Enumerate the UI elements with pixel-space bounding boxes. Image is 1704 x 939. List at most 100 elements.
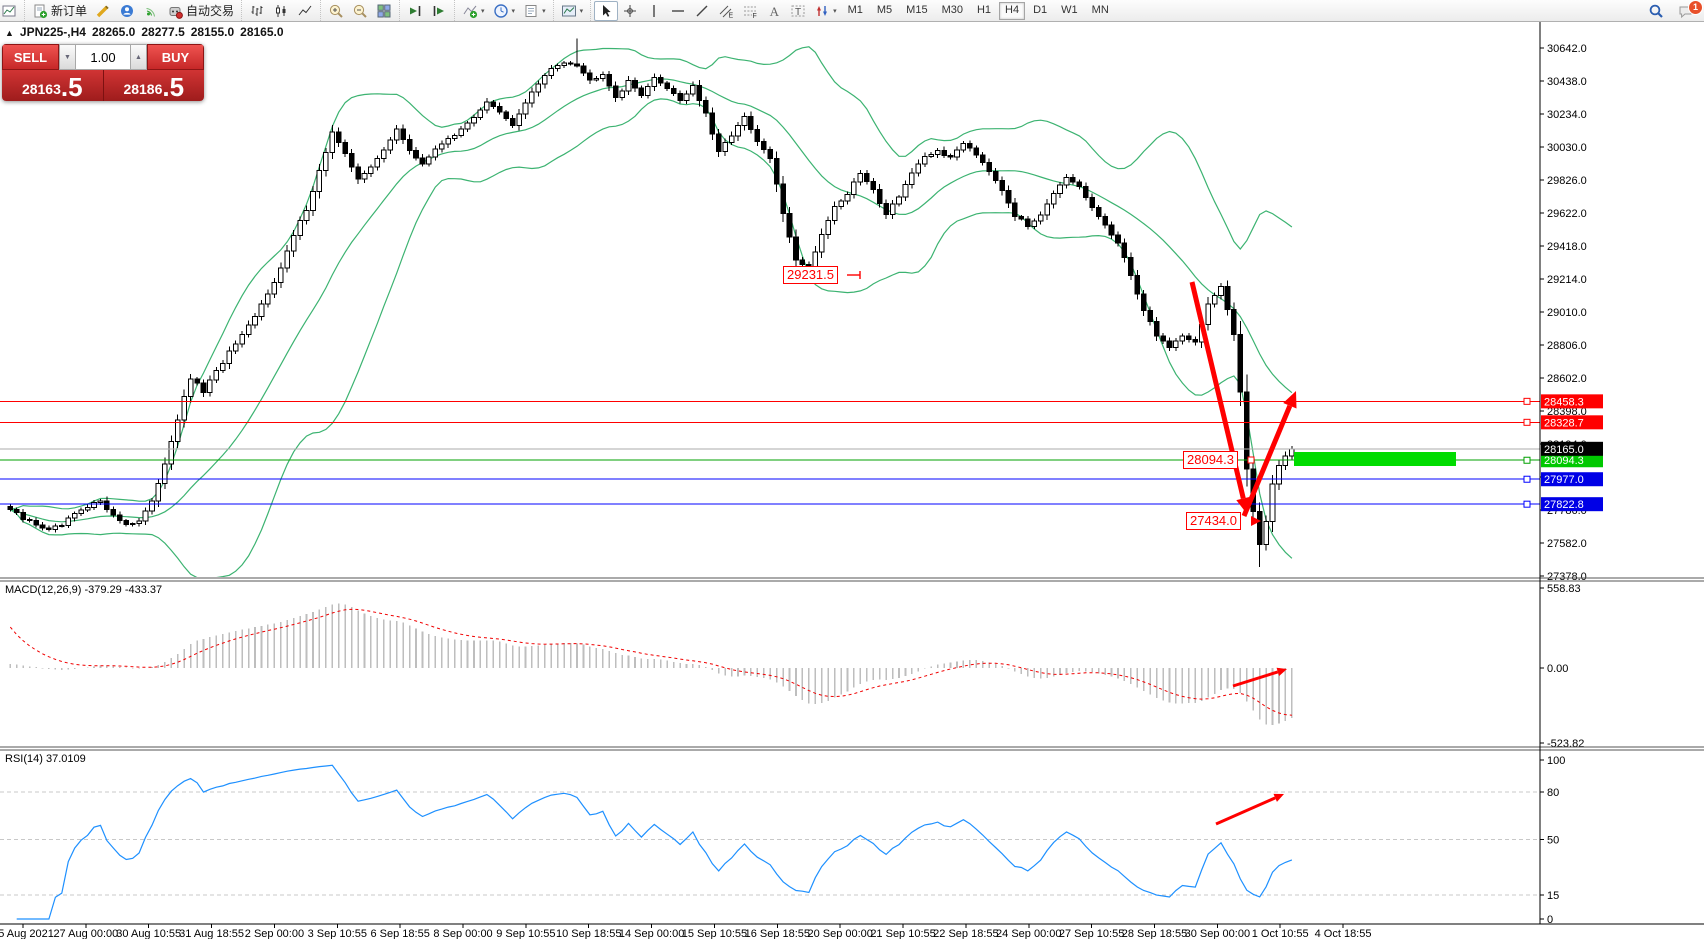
price-annotation[interactable]: 27434.0 — [1186, 512, 1241, 530]
metaeditor-icon — [96, 5, 109, 17]
autotrading-button[interactable]: 自动交易 — [163, 1, 238, 21]
high-value: 28277.5 — [141, 25, 185, 39]
cursor-icon — [603, 4, 611, 17]
signals-button[interactable] — [139, 1, 163, 21]
search-icon — [1649, 4, 1663, 18]
timeframe-mn-button[interactable]: MN — [1091, 3, 1109, 16]
trend-arrow[interactable] — [1241, 404, 1293, 517]
fibonacci-icon: F — [744, 6, 757, 19]
line-handle[interactable] — [1523, 500, 1531, 508]
new-order-icon — [34, 4, 48, 18]
price-annotation[interactable]: 28094.3 — [1183, 451, 1238, 469]
toolbar-group-zoom — [320, 0, 399, 21]
volume-input[interactable] — [76, 48, 130, 66]
arrows-button[interactable]: ▾ — [810, 1, 841, 21]
candlesticks — [7, 38, 1295, 568]
hline-button[interactable] — [666, 1, 690, 21]
bollinger-upper-band — [10, 46, 1293, 511]
line-handle[interactable] — [1523, 397, 1531, 405]
rsi-axis-label: 100 — [1547, 755, 1565, 767]
price-axis-label: 30234.0 — [1547, 109, 1587, 121]
periods-icon — [493, 3, 508, 18]
timeframe-h1-button[interactable]: H1 — [976, 3, 992, 16]
channel-button[interactable]: E — [714, 1, 738, 21]
periods-button[interactable]: ▾ — [489, 1, 520, 21]
time-axis-label: 25 Aug 2021 — [0, 928, 54, 939]
bar-chart-button[interactable] — [245, 1, 269, 21]
trend-arrow[interactable] — [1232, 670, 1279, 688]
indicators-button[interactable]: ▾ — [458, 1, 489, 21]
bar-chart-icon — [251, 5, 263, 16]
vline-button[interactable] — [642, 1, 666, 21]
chart-shift-button[interactable] — [427, 1, 451, 21]
main-chart-panel[interactable] — [7, 38, 1295, 578]
rsi-axis-label: 80 — [1547, 787, 1559, 799]
line-handle[interactable] — [1523, 456, 1531, 464]
price-badge-text: 27822.8 — [1544, 499, 1584, 511]
fibonacci-button[interactable]: F — [738, 1, 762, 21]
toolbar-group-scroll — [399, 0, 454, 21]
auto-scroll-button[interactable] — [403, 1, 427, 21]
label-icon: T — [791, 5, 805, 18]
rsi-panel[interactable] — [0, 764, 1540, 920]
time-axis-label: 10 Sep 18:55 — [556, 928, 621, 939]
buy-button[interactable]: BUY — [147, 44, 204, 70]
cursor-button[interactable] — [594, 0, 619, 21]
new-order-button[interactable]: 新订单 — [28, 1, 91, 21]
collapse-panel-icon[interactable]: ▲ — [5, 28, 14, 38]
market-button[interactable] — [115, 1, 139, 21]
time-axis-label: 16 Sep 18:55 — [745, 928, 810, 939]
sell-button[interactable]: SELL — [2, 44, 59, 70]
timeframe-h4-button[interactable]: H4 — [999, 1, 1026, 20]
highlight-zone[interactable] — [1294, 452, 1456, 466]
close-value: 28165.0 — [240, 25, 284, 39]
trendline-button[interactable] — [690, 1, 714, 21]
trend-arrow[interactable] — [1215, 796, 1276, 826]
buy-price[interactable]: 28186 .5 — [103, 70, 204, 101]
timeframe-m15-button[interactable]: M15 — [906, 3, 928, 16]
price-badge-text: 28458.3 — [1544, 396, 1584, 408]
zoom-out-button[interactable] — [348, 1, 372, 21]
trend-arrow-head — [1273, 793, 1284, 802]
chat-button[interactable]: 1 — [1674, 0, 1703, 21]
crosshair-button[interactable] — [618, 1, 642, 21]
chart-window-button[interactable] — [0, 1, 21, 21]
line-handle[interactable] — [1523, 418, 1531, 426]
sell-price[interactable]: 28163 .5 — [2, 70, 104, 101]
macd-panel[interactable] — [9, 603, 1293, 725]
hline-icon — [672, 9, 685, 12]
timeframe-w1-button[interactable]: W1 — [1061, 3, 1078, 16]
price-badge — [1541, 394, 1603, 409]
bollinger-lower-band — [9, 98, 1293, 577]
candle-chart-button[interactable] — [269, 1, 293, 21]
rsi-axis-label: 15 — [1547, 890, 1559, 902]
indicator-list-button[interactable]: ▾ — [557, 1, 588, 21]
zoom-in-button[interactable] — [324, 1, 348, 21]
time-axis-label: 31 Aug 18:55 — [179, 928, 244, 939]
text-icon: A — [770, 4, 780, 19]
search-button[interactable] — [1644, 1, 1668, 21]
timeframe-m30-button[interactable]: M30 — [941, 3, 963, 16]
templates-button[interactable]: ▾ — [519, 1, 550, 21]
main-toolbar: 新订单 自动交易 ▾ ▾ ▾ ▾ E F A T ▾ M1 M5 M15 M30 H1 H4 D1 W1 MN 1 — [0, 0, 1704, 22]
channel-icon: E — [719, 5, 734, 19]
line-handle[interactable] — [1523, 475, 1531, 483]
timeframe-m1-button[interactable]: M1 — [847, 3, 863, 16]
price-badge — [1541, 453, 1603, 468]
macd-axis-label: -523.82 — [1547, 738, 1584, 750]
line-chart-button[interactable] — [293, 1, 317, 21]
symbol-period-label: JPN225-,H4 — [19, 25, 86, 39]
price-annotation[interactable]: 29231.5 — [783, 266, 838, 284]
timeframe-m5-button[interactable]: M5 — [876, 3, 893, 16]
volume-decrease-button[interactable]: ▼ — [59, 44, 76, 70]
timeframe-d1-button[interactable]: D1 — [1033, 3, 1048, 16]
metaeditor-button[interactable] — [91, 1, 115, 21]
volume-increase-button[interactable]: ▲ — [130, 44, 147, 70]
chart-canvas[interactable]: 30642.0 30438.0 30234.0 30030.0 29826.0 29622… — [0, 22, 1704, 939]
time-axis-label: 27 Aug 00:00 — [53, 928, 118, 939]
tile-windows-button[interactable] — [372, 1, 396, 21]
bollinger-middle-band — [10, 78, 1293, 523]
text-button[interactable]: A — [762, 1, 786, 21]
label-button[interactable]: T — [786, 1, 810, 21]
